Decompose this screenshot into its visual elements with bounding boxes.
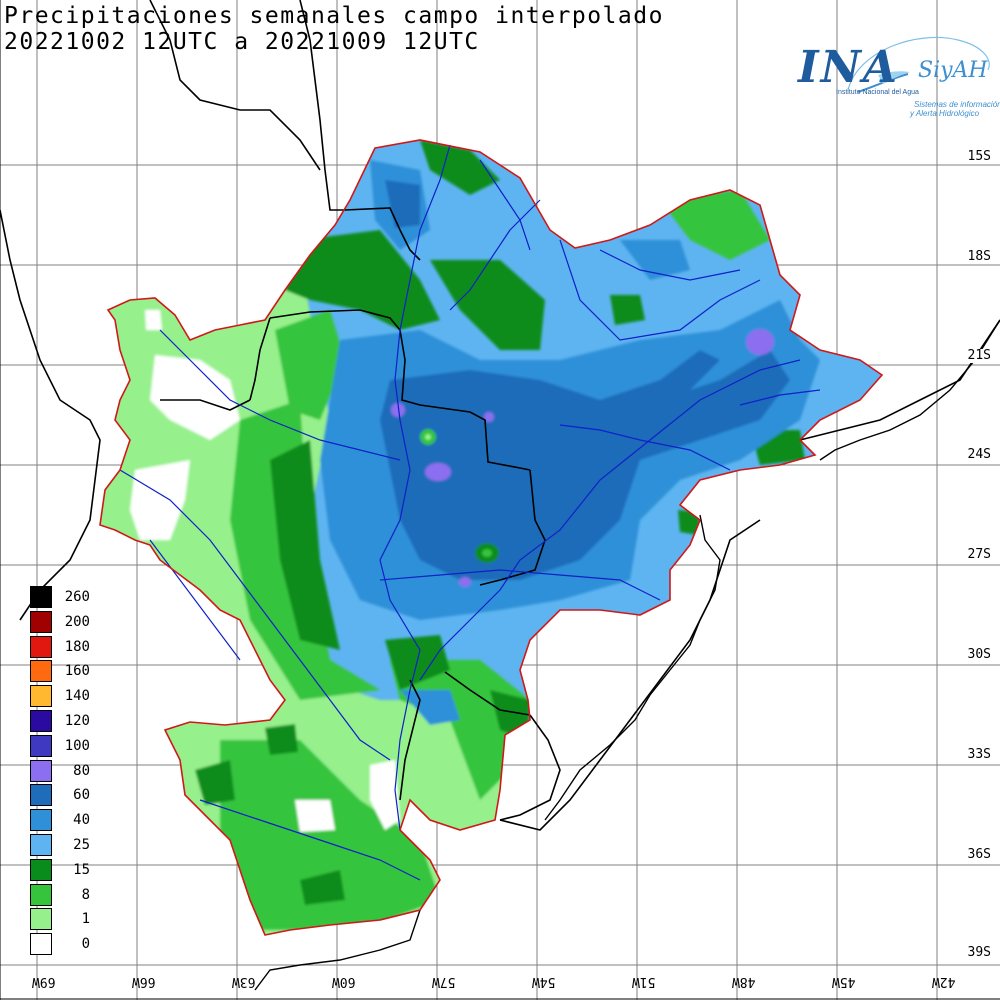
latitude-label: 21S [966,348,992,363]
ina-siyah-logo: INA SiyAH Instituto Nacional del Agua Si… [798,30,1000,130]
legend-label: 80 [73,762,90,779]
legend-label: 60 [73,787,90,804]
legend-label: 120 [64,713,90,729]
logo-siyah-text: SiyAH [918,58,988,83]
legend-swatch [30,834,52,856]
legend-item: 8 [30,883,105,908]
legend-label: 1 [81,911,90,928]
legend-item: 120 [30,710,105,734]
latitude-label: 15S [966,149,992,164]
country-borders [0,0,1000,831]
legend-item: 0 [30,933,105,957]
legend-label: 260 [64,589,90,605]
longitude-label: 45W [832,974,856,989]
logo-swoosh-icon [847,36,990,93]
legend-item: 180 [30,635,105,660]
latitude-label: 30S [966,647,992,662]
legend-swatch [30,660,52,683]
latitude-label: 24S [966,447,992,462]
longitude-label: 51W [632,974,656,989]
legend-item: 100 [30,734,105,759]
legend-item: 200 [30,610,105,635]
legend-item: 25 [30,834,105,858]
latitude-label: 39S [966,945,992,960]
legend-label: 25 [73,837,90,853]
legend-swatch [30,685,52,708]
legend-item: 60 [30,784,105,808]
legend-swatch [30,809,52,832]
legend-label: 100 [64,737,90,754]
logo-subtitle-2: y Alerta Hidrológico [910,109,980,118]
legend-swatch [30,933,52,956]
legend-item: 80 [30,759,105,784]
longitude-label: 42W [932,974,956,989]
coastline [254,319,1000,991]
legend-swatch [30,858,52,881]
legend-item: 1 [30,908,105,932]
longitude-label: 69W [32,974,56,989]
legend-label: 0 [81,936,90,953]
legend-swatch [30,908,52,931]
legend-label: 200 [64,613,90,630]
legend-swatch [30,586,52,608]
legend-swatch [30,883,52,906]
legend-label: 8 [81,886,90,903]
legend-label: 40 [73,812,90,829]
basin-boundary [99,139,884,936]
longitude-label: 60W [332,974,356,989]
longitude-label: 54W [532,974,556,989]
latitude-label: 27S [966,547,992,562]
latitude-label: 18S [966,249,992,264]
legend-item: 40 [30,809,105,833]
legend-item: 160 [30,660,105,684]
logo-ina-text: INA [798,42,899,93]
legend-swatch [30,710,52,732]
legend-item: 15 [30,858,105,883]
legend-item: 140 [30,685,105,709]
longitude-label: 48W [732,974,756,989]
legend-label: 140 [64,688,90,705]
legend-swatch [30,734,52,757]
legend-swatch [30,784,52,807]
legend-swatch [30,759,52,782]
legend-label: 180 [64,638,90,655]
longitude-label: 57W [432,974,456,989]
longitude-label: 66W [132,974,156,989]
rivers [119,144,821,881]
legend-swatch [30,610,52,633]
logo-subtitle-1: Sistemas de información [914,100,1000,109]
longitude-label: 63W [232,974,256,989]
map-date-range: 20221002 12UTC a 20221009 12UTC [4,29,480,55]
legend-swatch [30,635,52,658]
latitude-label: 36S [966,847,992,862]
latitude-label: 33S [966,747,992,762]
legend-item: 260 [30,586,105,610]
legend-label: 15 [73,861,90,878]
legend-label: 160 [64,663,90,680]
map-title: Precipitaciones semanales campo interpol… [4,3,664,29]
logo-institution-text: Instituto Nacional del Agua [836,89,919,96]
